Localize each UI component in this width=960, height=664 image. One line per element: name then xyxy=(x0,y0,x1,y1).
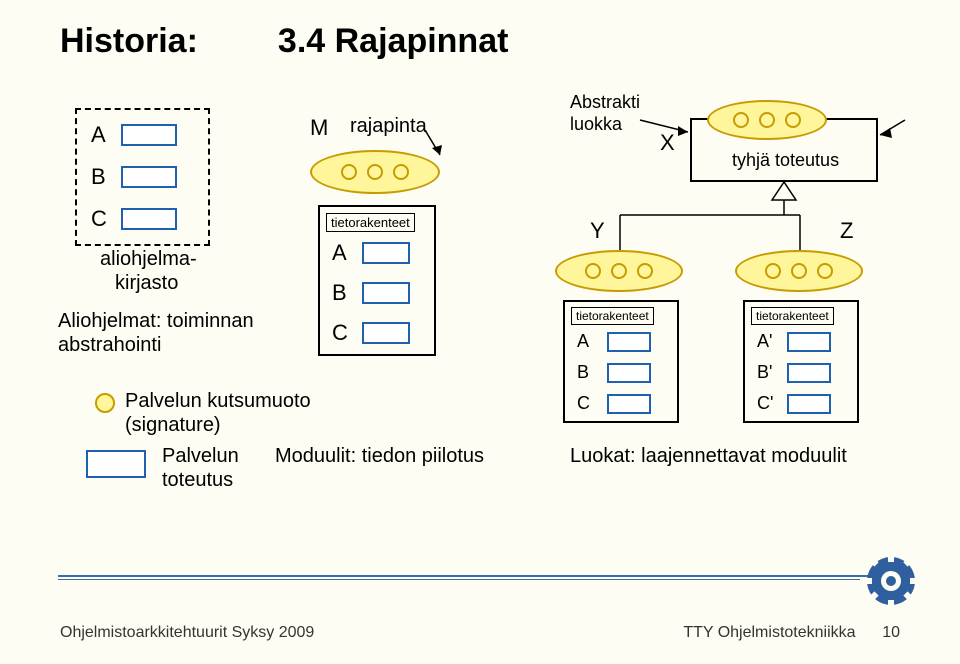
y-slot-c xyxy=(607,394,651,414)
dot-icon xyxy=(765,263,781,279)
y-slot-b xyxy=(607,363,651,383)
col2-slot-c xyxy=(362,322,410,344)
z-letter-b: B' xyxy=(757,362,777,383)
col3-caption: Luokat: laajennettavat moduulit xyxy=(570,445,847,468)
footer-right-text: TTY Ohjelmistotekniikka xyxy=(683,624,855,641)
col1-below2: abstrahointi xyxy=(58,334,161,357)
z-slot-a xyxy=(787,332,831,352)
col1-row-a: A xyxy=(85,120,200,150)
dot-icon xyxy=(817,263,833,279)
col2-ellipse xyxy=(310,150,440,194)
y-tieto: tietorakenteet xyxy=(571,307,654,325)
legend1: Palvelun kutsumuoto xyxy=(125,390,311,413)
tyhja: tyhjä toteutus xyxy=(732,150,839,171)
y-letter-a: A xyxy=(577,331,597,352)
col1-below1: Aliohjelmat: toiminnan xyxy=(58,310,254,333)
z-tieto: tietorakenteet xyxy=(751,307,834,325)
col1-row-c: C xyxy=(85,204,200,234)
divider-line xyxy=(58,575,888,577)
col1-cap2: kirjasto xyxy=(115,272,178,295)
luokka: luokka xyxy=(570,114,622,135)
z-letter-c: C' xyxy=(757,393,777,414)
y-row-c: C xyxy=(571,391,671,416)
title-left: Historia: xyxy=(60,22,198,61)
col2-row-c: C xyxy=(326,318,428,348)
dot-icon xyxy=(367,164,383,180)
col2-slot-a xyxy=(362,242,410,264)
x-box: tyhjä toteutus xyxy=(690,118,878,182)
z-row-c: C' xyxy=(751,391,851,416)
title-right: 3.4 Rajapinnat xyxy=(278,22,509,61)
footer-left: Ohjelmistoarkkitehtuurit Syksy 2009 xyxy=(60,624,314,642)
y-row-a: A xyxy=(571,329,671,354)
divider-line-thin xyxy=(58,579,888,580)
col2-letter-b: B xyxy=(332,280,352,306)
col1-slot-c xyxy=(121,208,177,230)
dot-icon xyxy=(791,263,807,279)
col2-caption: Moduulit: tiedon piilotus xyxy=(275,445,484,468)
legend1b: (signature) xyxy=(125,414,221,437)
title-row: Historia: 3.4 Rajapinnat xyxy=(60,22,900,61)
z-row-a: A' xyxy=(751,329,851,354)
col2-letter-c: C xyxy=(332,320,352,346)
x-label: X xyxy=(660,130,675,156)
page-number: 10 xyxy=(882,624,900,641)
col2-tieto: tietorakenteet xyxy=(326,213,415,232)
dot-icon xyxy=(785,112,801,128)
dot-icon xyxy=(637,263,653,279)
col2-letter-a: A xyxy=(332,240,352,266)
col1-cap1: aliohjelma- xyxy=(100,248,197,271)
logo-gear-icon xyxy=(860,550,922,612)
col1-slot-b xyxy=(121,166,177,188)
col1-letter-c: C xyxy=(91,206,111,232)
col1-row-b: B xyxy=(85,162,200,192)
col2-module: tietorakenteet A B C xyxy=(318,205,436,356)
dot-icon xyxy=(341,164,357,180)
col2-slot-b xyxy=(362,282,410,304)
y-letter-c: C xyxy=(577,393,597,414)
dot-icon xyxy=(759,112,775,128)
legend-box-icon xyxy=(86,450,146,478)
footer-right: TTY Ohjelmistotekniikka 10 xyxy=(683,624,900,642)
y-label: Y xyxy=(590,218,605,244)
z-module: tietorakenteet A' B' C' xyxy=(743,300,859,423)
z-slot-c xyxy=(787,394,831,414)
dot-icon xyxy=(611,263,627,279)
m-label: M xyxy=(310,115,328,141)
legend-dot-icon xyxy=(95,393,115,413)
z-letter-a: A' xyxy=(757,331,777,352)
y-letter-b: B xyxy=(577,362,597,383)
legend2b: toteutus xyxy=(162,469,233,492)
col1-letter-b: B xyxy=(91,164,111,190)
col1-dashed: A B C xyxy=(75,108,210,246)
col2-row-a: A xyxy=(326,238,428,268)
dot-icon xyxy=(733,112,749,128)
z-row-b: B' xyxy=(751,360,851,385)
rajapinta-label: rajapinta xyxy=(350,115,427,138)
dot-icon xyxy=(585,263,601,279)
y-row-b: B xyxy=(571,360,671,385)
y-module: tietorakenteet A B C xyxy=(563,300,679,423)
dot-icon xyxy=(393,164,409,180)
abstrakti: Abstrakti xyxy=(570,92,640,113)
col1-letter-a: A xyxy=(91,122,111,148)
x-ellipse xyxy=(707,100,827,140)
z-slot-b xyxy=(787,363,831,383)
z-label: Z xyxy=(840,218,853,244)
y-ellipse xyxy=(555,250,683,292)
legend2a: Palvelun xyxy=(162,445,239,468)
col2-row-b: B xyxy=(326,278,428,308)
z-ellipse xyxy=(735,250,863,292)
y-slot-a xyxy=(607,332,651,352)
col1-slot-a xyxy=(121,124,177,146)
